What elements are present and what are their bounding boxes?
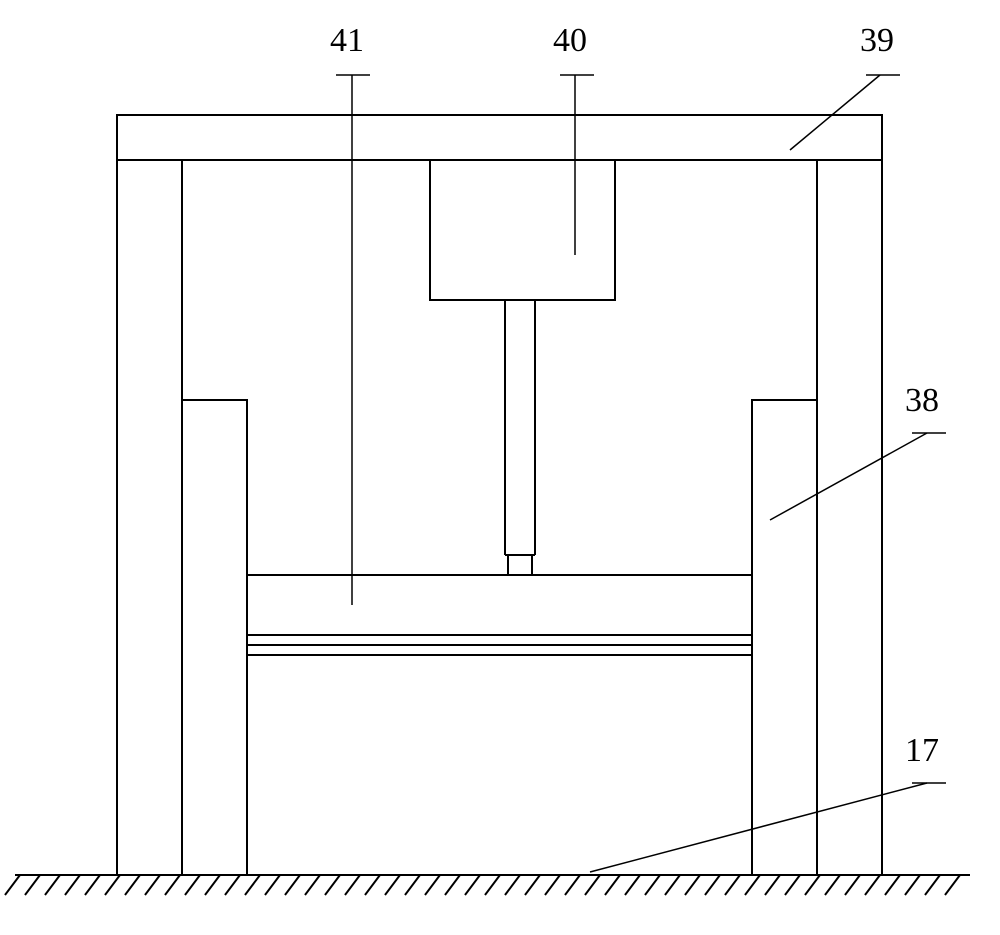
part-41-lower-bar (247, 645, 752, 655)
part-41-upper-bar (247, 575, 752, 635)
part-39-right-col (817, 160, 882, 875)
label-38: 38 (905, 382, 939, 420)
part-39-top-bar (117, 115, 882, 160)
label-17: 17 (905, 732, 939, 770)
label-40: 40 (553, 22, 587, 60)
part-39-left-col (117, 160, 182, 875)
center-block (247, 655, 752, 875)
ground-hatching (5, 875, 960, 895)
part-40-rod (505, 300, 535, 555)
part-40-body (430, 160, 615, 300)
part-40-rod-tip (505, 555, 535, 575)
part-38-right-col (752, 400, 817, 875)
diagram-canvas (0, 0, 1000, 935)
leader-lines (336, 75, 946, 872)
label-39: 39 (860, 22, 894, 60)
part-38-left-col (182, 400, 247, 875)
drawing (5, 75, 970, 895)
label-41: 41 (330, 22, 364, 60)
